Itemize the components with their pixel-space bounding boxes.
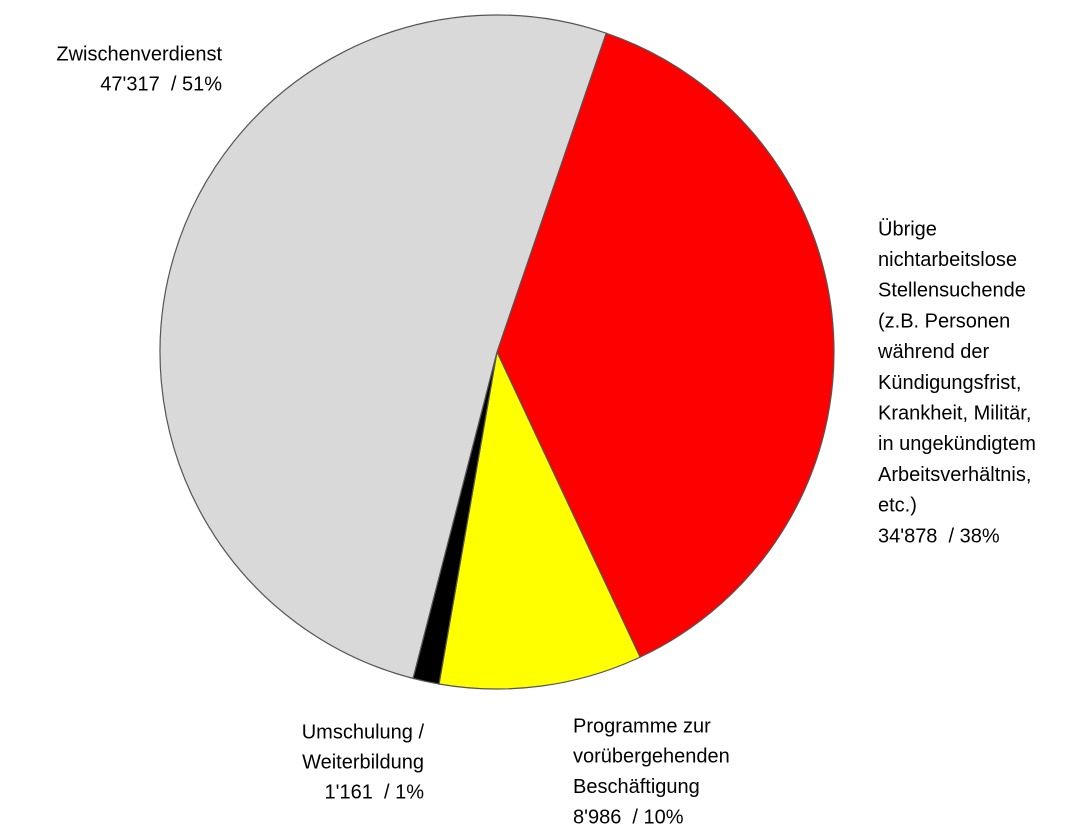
slice-label: etc.) [878, 495, 917, 517]
slice-label: Zwischenverdienst [56, 43, 222, 65]
slice-label: in ungekündigtem [878, 433, 1036, 455]
slice-label: nichtarbeitslose [878, 249, 1017, 271]
slice-label: Programme zur [573, 715, 711, 737]
slice-label: Weiterbildung [302, 751, 424, 773]
pie-slice [438, 350, 641, 690]
slice-label: vorübergehenden [573, 746, 730, 768]
slice-label: Übrige [878, 218, 937, 240]
pie-slice [159, 14, 607, 680]
value-label: 34'878 / 38% [878, 525, 1000, 547]
value-label: 47'317 / 51% [100, 73, 222, 95]
value-label: 1'161 / 1% [325, 781, 425, 803]
slice-label: Krankheit, Militär, [878, 402, 1031, 424]
slice-label: Umschulung / [302, 721, 425, 743]
slice-label: Stellensuchende [878, 280, 1026, 302]
pie-slice [496, 32, 835, 658]
slice-label: Arbeitsverhältnis, [878, 464, 1031, 486]
value-label: 8'986 / 10% [573, 806, 684, 828]
slice-label: Beschäftigung [573, 776, 700, 798]
slice-label: (z.B. Personen [878, 310, 1010, 332]
slice-label: Kündigungsfrist, [878, 372, 1021, 394]
slice-label: während der [877, 341, 990, 363]
